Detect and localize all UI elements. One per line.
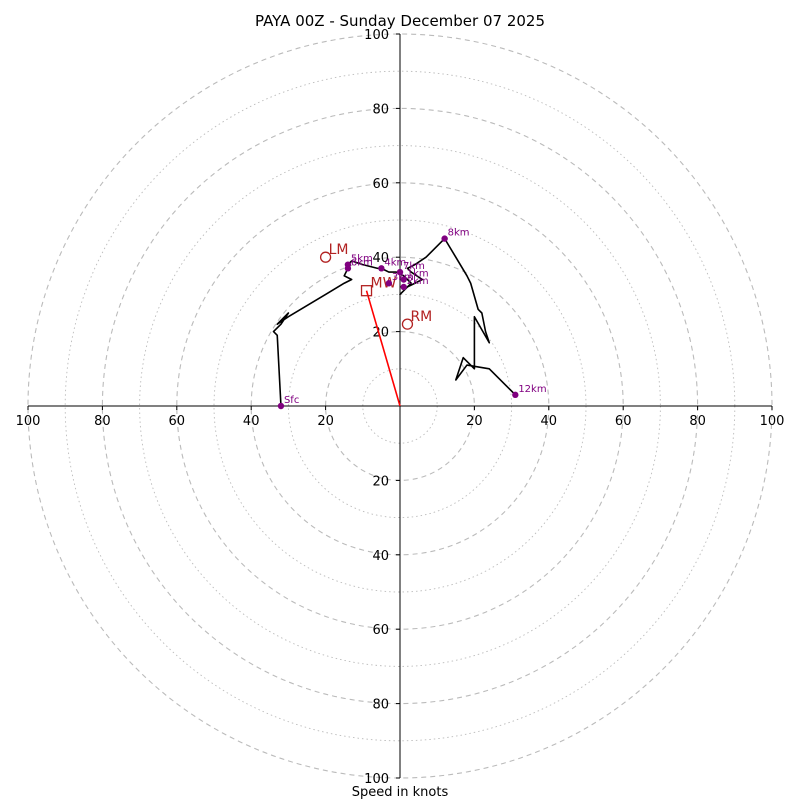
tick-labels: 100 80 60 40 20 20 40 60 80 100 100 80 60 40 20 20 40 60 8…: [16, 28, 785, 787]
x-tick-label: 20: [317, 414, 334, 429]
left-mover-label: LM: [329, 242, 349, 258]
y-tick-label: 80: [372, 698, 389, 713]
height-marker-label: 8km: [448, 228, 470, 239]
height-marker-label: Sfc: [284, 395, 299, 406]
right-mover-marker: [401, 318, 414, 330]
x-tick-label: 60: [615, 414, 632, 429]
mean-wind-label: MW: [371, 276, 397, 292]
hodograph-trace: [272, 237, 516, 407]
x-tick-label: 20: [466, 414, 483, 429]
height-marker-label: 3km: [392, 272, 414, 283]
x-tick-label: 40: [243, 414, 260, 429]
chart-title: PAYA 00Z - Sunday December 07 2025: [255, 12, 545, 30]
mean-wind-marker: [360, 285, 373, 297]
mean-wind-vector: [365, 290, 401, 407]
y-tick-label: 60: [372, 623, 389, 638]
height-marker-point: [512, 391, 519, 399]
height-marker-point: [400, 283, 407, 291]
height-marker-label: 7km: [403, 261, 425, 272]
x-tick-label: 80: [689, 414, 706, 429]
hodograph-line: [272, 237, 516, 407]
y-tick-label: 60: [372, 177, 389, 192]
left-mover-marker: [319, 251, 332, 263]
height-marker-point: [378, 265, 385, 272]
height-marker-label: 6km: [351, 257, 373, 268]
height-marker-point: [441, 235, 448, 242]
height-marker-point: [396, 268, 404, 276]
y-tick-label: 20: [372, 326, 389, 341]
height-marker-label: 1km: [407, 269, 429, 280]
right-mover-label: RM: [410, 309, 432, 325]
height-marker-point: [277, 402, 285, 410]
x-axis-label: Speed in knots: [352, 785, 449, 800]
x-tick-label: 100: [16, 414, 41, 429]
x-tick-label: 60: [169, 414, 186, 429]
y-tick-label: 100: [364, 772, 389, 787]
height-marker-label: 4km: [384, 257, 406, 268]
height-marker-point: [344, 265, 352, 272]
y-tick-label: 40: [372, 251, 389, 266]
height-marker-point: [400, 276, 407, 283]
height-marker-point: [385, 280, 393, 287]
x-tick-label: 100: [760, 414, 785, 429]
x-tick-label: 80: [94, 414, 111, 429]
y-tick-label: 100: [364, 28, 389, 43]
y-tick-label: 80: [372, 102, 389, 117]
height-marker-label: 12km: [518, 384, 546, 395]
height-marker-label: 2km: [407, 276, 429, 287]
storm-motion: MW LM RM: [319, 242, 432, 407]
y-tick-label: 40: [372, 549, 389, 564]
y-tick-label: 20: [372, 474, 389, 489]
x-tick-label: 40: [541, 414, 558, 429]
height-marker-label: 5km: [351, 254, 373, 265]
